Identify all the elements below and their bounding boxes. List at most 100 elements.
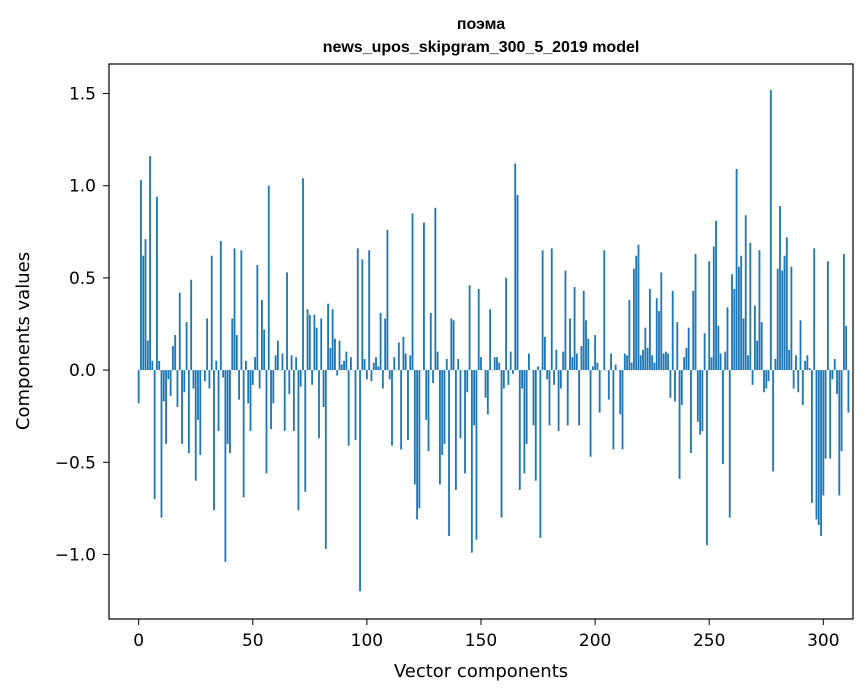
bar-238 <box>680 370 683 406</box>
bar-277 <box>769 89 772 371</box>
bar-161 <box>505 277 508 371</box>
bar-77 <box>313 314 316 371</box>
bar-131 <box>436 351 439 371</box>
bar-198 <box>589 370 592 457</box>
bar-274 <box>763 370 765 393</box>
bar-21 <box>185 322 188 371</box>
x-tick-label: 150 <box>465 631 497 651</box>
bar-263 <box>737 266 740 371</box>
bar-82 <box>324 370 327 549</box>
bar-294 <box>808 368 811 371</box>
bar-305 <box>833 359 836 371</box>
bar-290 <box>799 320 802 371</box>
bar-213 <box>623 353 626 371</box>
bar-297 <box>815 370 818 520</box>
bar-254 <box>717 325 720 371</box>
bar-17 <box>176 370 179 407</box>
bar-0 <box>137 370 140 404</box>
bar-250 <box>708 261 711 371</box>
x-tick-label: 300 <box>807 631 839 651</box>
bar-160 <box>502 370 505 389</box>
bar-116 <box>402 336 405 371</box>
x-tick-label: 0 <box>133 631 144 651</box>
bar-90 <box>343 360 345 371</box>
bar-72 <box>302 178 304 371</box>
bar-276 <box>767 370 770 382</box>
bar-42 <box>233 248 236 371</box>
bar-270 <box>753 305 756 371</box>
bar-10 <box>160 370 163 518</box>
bar-45 <box>240 250 243 371</box>
bar-31 <box>208 370 211 389</box>
bar-185 <box>559 370 562 389</box>
bar-200 <box>594 335 597 371</box>
bar-67 <box>290 355 293 371</box>
bar-27 <box>199 370 202 455</box>
bar-52 <box>256 264 259 371</box>
bar-58 <box>270 370 272 430</box>
bar-18 <box>178 292 181 371</box>
bar-123 <box>418 370 421 509</box>
bar-269 <box>751 370 754 385</box>
bar-166 <box>516 194 519 371</box>
bar-133 <box>441 370 444 455</box>
bar-182 <box>553 370 555 385</box>
bar-19 <box>181 370 183 444</box>
bar-6 <box>151 360 154 371</box>
bar-80 <box>320 318 323 371</box>
bar-34 <box>215 360 218 371</box>
x-tick-label: 50 <box>242 631 264 651</box>
bar-282 <box>781 270 784 371</box>
bar-101 <box>368 250 371 371</box>
bar-79 <box>318 370 320 439</box>
bar-175 <box>537 366 539 371</box>
bar-2 <box>142 255 145 371</box>
bar-36 <box>219 241 222 371</box>
bar-144 <box>466 370 469 393</box>
bar-174 <box>534 370 537 481</box>
bar-197 <box>587 338 590 371</box>
bar-228 <box>658 311 660 371</box>
bar-11 <box>162 370 165 402</box>
bar-106 <box>379 312 382 371</box>
bar-145 <box>468 285 471 371</box>
bar-306 <box>836 370 838 395</box>
bar-301 <box>824 370 827 459</box>
bar-249 <box>706 370 708 546</box>
bar-44 <box>238 370 240 400</box>
bar-284 <box>785 237 788 371</box>
bar-86 <box>334 338 336 371</box>
bar-167 <box>518 370 521 490</box>
y-tick-label: 1.0 <box>69 177 96 197</box>
bar-12 <box>165 370 167 444</box>
bar-300 <box>822 370 825 496</box>
bar-308 <box>840 370 843 452</box>
bar-242 <box>690 370 692 454</box>
y-tick-label: −0.5 <box>55 453 96 473</box>
bar-61 <box>276 340 279 371</box>
bar-141 <box>459 370 462 439</box>
bar-192 <box>575 353 578 371</box>
bar-56 <box>265 370 268 474</box>
bar-173 <box>532 370 535 426</box>
bar-35 <box>217 370 220 431</box>
bar-29 <box>203 370 206 382</box>
bar-146 <box>470 370 473 553</box>
bar-70 <box>297 370 300 511</box>
bar-293 <box>806 355 809 371</box>
bar-196 <box>585 320 587 371</box>
bar-251 <box>710 357 713 371</box>
bar-165 <box>514 163 517 371</box>
bar-136 <box>448 370 450 537</box>
bar-209 <box>614 364 617 371</box>
bar-178 <box>543 336 546 371</box>
bar-51 <box>254 357 256 371</box>
bar-183 <box>555 349 558 371</box>
bar-23 <box>190 279 193 371</box>
bar-180 <box>548 370 551 426</box>
bar-111 <box>391 370 393 446</box>
bar-241 <box>687 327 690 371</box>
bar-66 <box>288 370 291 395</box>
bar-273 <box>760 322 763 371</box>
bar-87 <box>336 370 339 376</box>
